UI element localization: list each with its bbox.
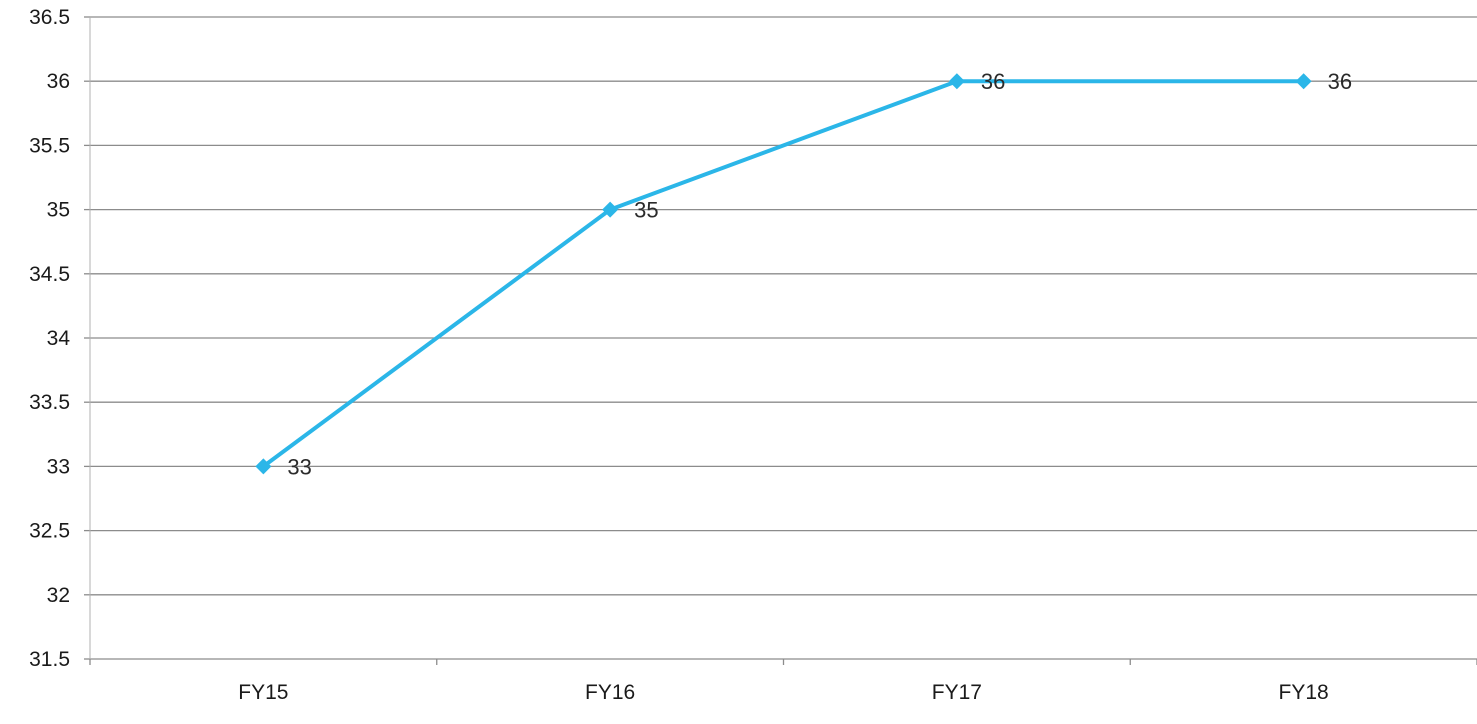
x-tick-label: FY18 (1279, 681, 1329, 704)
series-line-group (262, 79, 1304, 469)
y-tick-label: 32.5 (29, 520, 70, 543)
x-tick-label: FY17 (932, 681, 982, 704)
y-axis-tick-labels: 31.5 32 32.5 33 33.5 34 34.5 35 35.5 36 36.5 (29, 6, 70, 671)
data-label: 35 (634, 198, 658, 223)
y-tick-label: 36.5 (29, 6, 70, 29)
x-tick-label: FY15 (238, 681, 288, 704)
x-axis (89, 17, 1477, 665)
gridlines (84, 16, 1477, 660)
data-point-marker (255, 458, 272, 475)
y-tick-label: 34.5 (29, 263, 70, 286)
y-tick-label: 34 (47, 327, 71, 350)
y-tick-label: 35.5 (29, 134, 70, 157)
data-labels: 33 35 36 36 (287, 69, 1352, 479)
data-label: 33 (287, 454, 311, 479)
data-point-marker (602, 201, 619, 218)
y-tick-label: 31.5 (29, 648, 70, 671)
data-point-marker (948, 73, 965, 90)
x-tick-label: FY16 (585, 681, 635, 704)
y-tick-label: 33.5 (29, 391, 70, 414)
y-tick-label: 35 (47, 199, 70, 222)
data-label: 36 (981, 69, 1005, 94)
y-tick-label: 33 (47, 455, 70, 478)
x-axis-tick-labels: FY15 FY16 FY17 FY18 (238, 681, 1328, 704)
y-tick-label: 32 (47, 584, 70, 607)
series-line (262, 79, 1304, 469)
y-tick-label: 36 (47, 70, 70, 93)
series-markers (255, 73, 1312, 475)
data-label: 36 (1328, 69, 1352, 94)
data-point-marker (1295, 73, 1312, 90)
